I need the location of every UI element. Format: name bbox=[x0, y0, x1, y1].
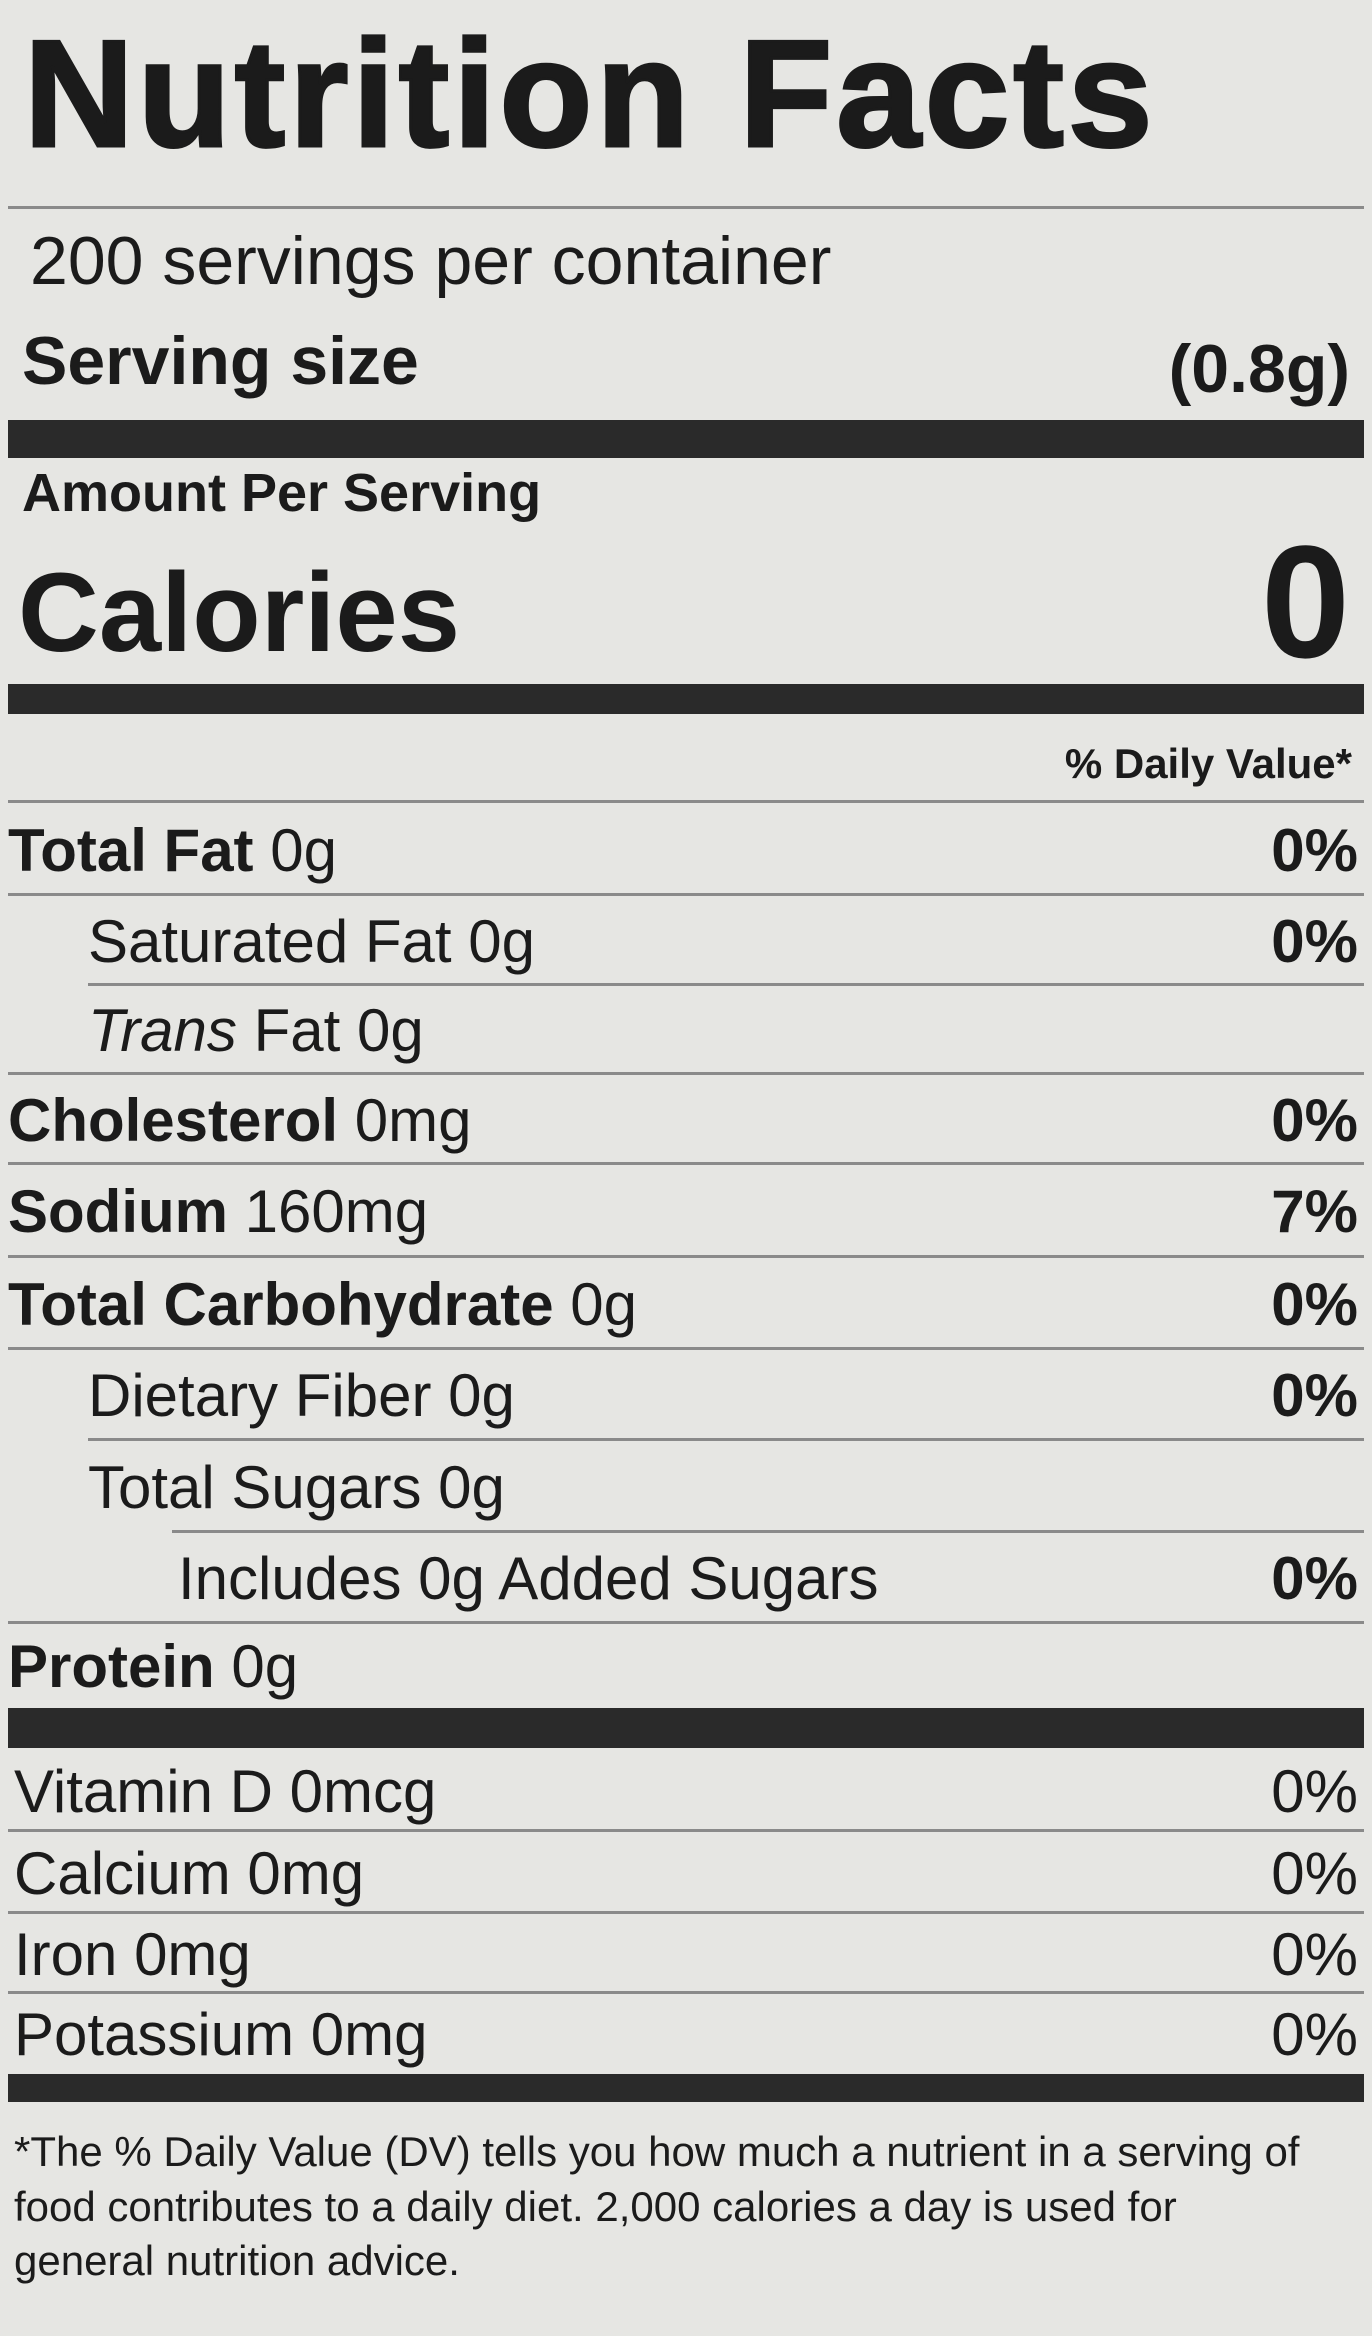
nutrient-amount: 0g bbox=[253, 817, 337, 884]
calories-label: Calories bbox=[18, 550, 460, 675]
daily-value-percent: 0% bbox=[1271, 907, 1358, 975]
vitamin-row: Calcium 0mg 0% bbox=[0, 1832, 1372, 1914]
vitamin-name: Iron bbox=[14, 1920, 135, 1988]
daily-value-percent: 0% bbox=[1271, 1839, 1358, 1907]
nutrient-amount: 0mg bbox=[338, 1086, 472, 1154]
nutrient-name: Total Sugars bbox=[88, 1453, 422, 1521]
nutrient-name: Total Carbohydrate bbox=[8, 1270, 554, 1338]
nutrient-row: Protein 0g bbox=[0, 1624, 1372, 1708]
serving-size-value: (0.8g) bbox=[1168, 331, 1350, 407]
thick-divider bbox=[8, 420, 1364, 458]
nutrient-amount: 0g bbox=[451, 907, 535, 975]
vitamin-row: Iron 0mg 0% bbox=[0, 1914, 1372, 1994]
nutrient-amount: 0g bbox=[214, 1632, 299, 1700]
nutrient-amount: 0g bbox=[421, 1453, 505, 1521]
nutrient-name-italic: Trans bbox=[88, 997, 237, 1064]
daily-value-percent: 7% bbox=[1271, 1178, 1358, 1245]
nutrient-amount: 0g bbox=[431, 1362, 515, 1429]
divider bbox=[8, 1162, 1364, 1165]
daily-value-percent: 0% bbox=[1271, 817, 1358, 884]
vitamin-row: Vitamin D 0mcg 0% bbox=[0, 1750, 1372, 1832]
footnote: *The % Daily Value (DV) tells you how mu… bbox=[14, 2128, 1300, 2285]
divider bbox=[8, 1991, 1364, 1994]
nutrient-name: Includes 0g Added Sugars bbox=[178, 1545, 879, 1612]
divider bbox=[172, 1530, 1364, 1533]
nutrient-row: Cholesterol 0mg 0% bbox=[0, 1075, 1372, 1165]
vitamin-amount: 0mcg bbox=[289, 1757, 437, 1825]
divider bbox=[8, 1347, 1364, 1350]
divider bbox=[8, 1829, 1364, 1832]
divider bbox=[8, 893, 1364, 896]
nutrient-row: Saturated Fat 0g 0% bbox=[0, 896, 1372, 986]
daily-value-percent: 0% bbox=[1271, 1270, 1358, 1338]
thick-divider bbox=[8, 1708, 1364, 1748]
nutrient-row: Trans Fat 0g bbox=[0, 986, 1372, 1075]
nutrient-amount: 0g bbox=[340, 997, 424, 1064]
divider bbox=[8, 1072, 1364, 1075]
amount-per-serving: Amount Per Serving bbox=[22, 463, 542, 523]
nutrient-row: Includes 0g Added Sugars 0% bbox=[0, 1533, 1372, 1624]
label-title: Nutrition Facts bbox=[22, 9, 1157, 179]
divider bbox=[88, 1438, 1364, 1441]
nutrient-name: Trans Fat bbox=[88, 996, 340, 1065]
daily-value-percent: 0% bbox=[1271, 1920, 1358, 1988]
nutrient-row: Dietary Fiber 0g 0% bbox=[0, 1350, 1372, 1441]
vitamin-name: Potassium bbox=[14, 2000, 311, 2068]
divider bbox=[8, 206, 1364, 209]
daily-value-percent: 0% bbox=[1271, 1545, 1358, 1612]
divider bbox=[8, 1255, 1364, 1258]
nutrient-row: Total Sugars 0g bbox=[0, 1441, 1372, 1533]
daily-value-percent: 0% bbox=[1271, 1362, 1358, 1429]
vitamin-amount: 0mg bbox=[134, 1920, 251, 1988]
thick-divider bbox=[8, 2074, 1364, 2102]
nutrient-name-suffix: Fat bbox=[236, 997, 341, 1064]
nutrient-row: Total Carbohydrate 0g 0% bbox=[0, 1258, 1372, 1350]
servings-per-container: 200 servings per container bbox=[30, 223, 832, 299]
vitamin-name: Vitamin D bbox=[14, 1757, 290, 1825]
nutrient-name: Sodium bbox=[8, 1178, 228, 1245]
divider bbox=[88, 983, 1364, 986]
divider bbox=[8, 1621, 1364, 1624]
daily-value-percent: 0% bbox=[1271, 1757, 1358, 1825]
nutrient-name: Cholesterol bbox=[8, 1086, 339, 1154]
nutrient-amount: 160mg bbox=[228, 1178, 429, 1245]
nutrient-name: Saturated Fat bbox=[88, 907, 452, 975]
nutrient-name: Protein bbox=[8, 1632, 215, 1700]
vitamin-row: Potassium 0mg 0% bbox=[0, 1994, 1372, 2074]
calories-value: 0 bbox=[1261, 512, 1350, 691]
daily-value-percent: 0% bbox=[1271, 1086, 1358, 1154]
thick-divider bbox=[8, 684, 1364, 714]
vitamin-amount: 0mg bbox=[310, 2000, 428, 2068]
serving-size-label: Serving size bbox=[22, 323, 419, 399]
nutrient-row: Total Fat 0g 0% bbox=[0, 805, 1372, 896]
nutrient-amount: 0g bbox=[553, 1270, 638, 1338]
divider bbox=[8, 800, 1364, 803]
divider bbox=[8, 1911, 1364, 1914]
nutrient-name: Total Fat bbox=[8, 817, 254, 884]
daily-value-header: % Daily Value* bbox=[1064, 740, 1352, 787]
vitamin-amount: 0mg bbox=[247, 1839, 365, 1907]
nutrient-row: Sodium 160mg 7% bbox=[0, 1165, 1372, 1258]
vitamin-name: Calcium bbox=[14, 1839, 248, 1907]
daily-value-percent: 0% bbox=[1271, 2000, 1358, 2068]
nutrient-name: Dietary Fiber bbox=[88, 1362, 432, 1429]
